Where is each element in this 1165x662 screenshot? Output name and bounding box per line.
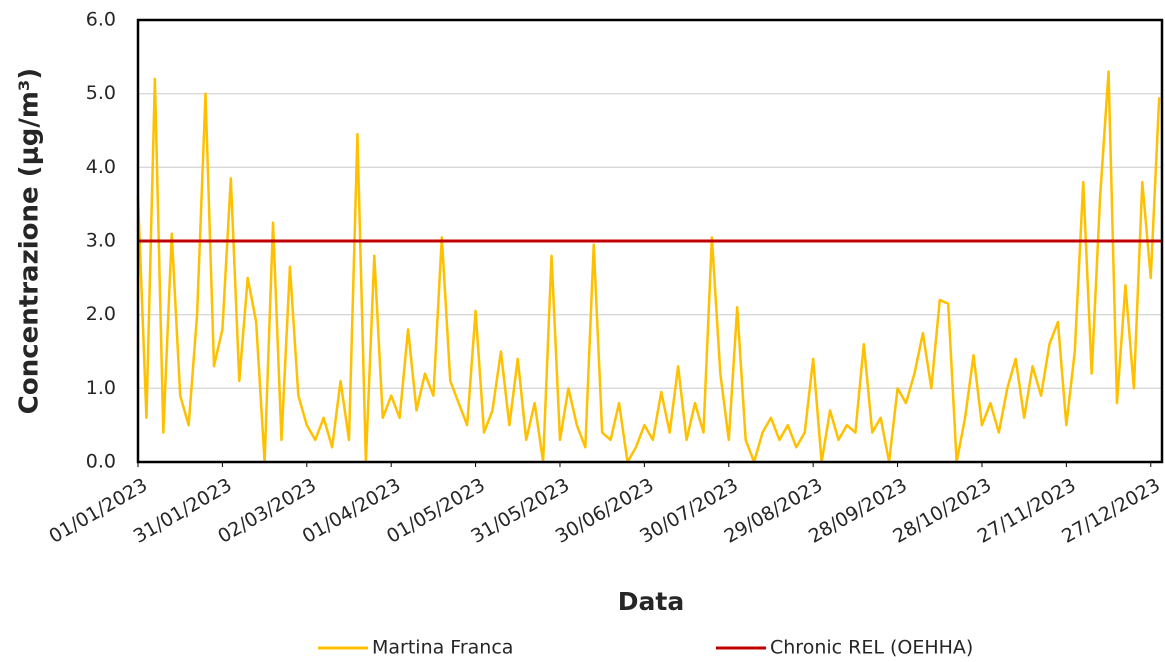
plot-frame bbox=[136, 18, 1164, 464]
legend-label: Martina Franca bbox=[372, 637, 513, 659]
line-series bbox=[136, 70, 1161, 464]
y-tick-label: 0.0 bbox=[86, 451, 116, 473]
y-tick-label: 5.0 bbox=[86, 82, 116, 104]
y-tick-label: 3.0 bbox=[86, 230, 116, 252]
y-tick-label: 1.0 bbox=[86, 377, 116, 399]
y-tick-label: 2.0 bbox=[86, 303, 116, 325]
y-tick-label: 4.0 bbox=[86, 156, 116, 178]
y-axis-title: Concentrazione (μg/m³) bbox=[15, 68, 45, 414]
legend-label: Chronic REL (OEHHA) bbox=[770, 637, 973, 659]
x-axis-title: Data bbox=[618, 587, 684, 616]
y-tick-label: 6.0 bbox=[86, 9, 116, 31]
